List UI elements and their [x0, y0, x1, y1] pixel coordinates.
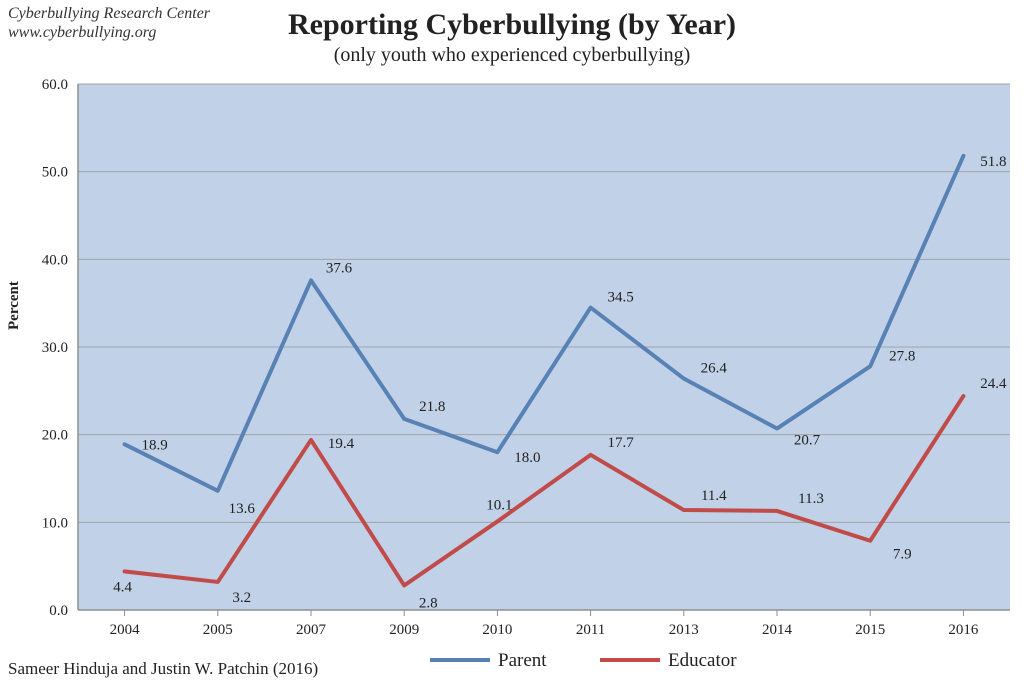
y-tick-label: 10.0: [42, 515, 68, 531]
x-tick-label: 2011: [576, 622, 605, 638]
data-label: 11.4: [701, 488, 727, 504]
x-tick-label: 2010: [482, 622, 512, 638]
x-tick-label: 2005: [203, 622, 233, 638]
data-label: 11.3: [798, 491, 824, 507]
data-label: 13.6: [229, 501, 256, 517]
data-label: 3.2: [232, 590, 251, 606]
y-tick-label: 50.0: [42, 165, 68, 181]
x-tick-label: 2014: [762, 622, 793, 638]
x-tick-label: 2016: [948, 622, 979, 638]
y-axis-label: Percent: [6, 281, 23, 330]
y-tick-label: 20.0: [42, 428, 68, 444]
legend-label-parent: Parent: [498, 650, 547, 671]
data-label: 7.9: [893, 547, 912, 563]
data-label: 19.4: [328, 436, 355, 452]
data-label: 21.8: [419, 399, 445, 415]
x-tick-label: 2009: [389, 622, 419, 638]
x-tick-label: 2004: [110, 622, 141, 638]
legend-label-educator: Educator: [668, 650, 737, 671]
y-tick-label: 30.0: [42, 340, 68, 356]
data-label: 18.0: [514, 450, 540, 466]
data-label: 34.5: [607, 290, 633, 306]
data-label: 37.6: [326, 260, 353, 276]
x-tick-label: 2013: [669, 622, 699, 638]
chart-container: Cyberbullying Research Center www.cyberb…: [0, 0, 1024, 685]
y-tick-label: 60.0: [42, 77, 68, 93]
data-label: 4.4: [113, 579, 132, 595]
data-label: 20.7: [794, 433, 821, 449]
data-label: 51.8: [980, 154, 1006, 170]
x-tick-label: 2015: [855, 622, 885, 638]
data-label: 24.4: [980, 376, 1007, 392]
data-label: 2.8: [419, 595, 438, 611]
data-label: 26.4: [701, 361, 728, 377]
x-tick-label: 2007: [296, 622, 327, 638]
chart-subtitle: (only youth who experienced cyberbullyin…: [0, 44, 1024, 67]
data-label: 27.8: [889, 348, 915, 364]
title-block: Reporting Cyberbullying (by Year) (only …: [0, 8, 1024, 67]
y-tick-label: 0.0: [49, 603, 68, 619]
credit-line: Sameer Hinduja and Justin W. Patchin (20…: [8, 659, 318, 679]
data-label: 17.7: [607, 435, 634, 451]
chart-title: Reporting Cyberbullying (by Year): [0, 8, 1024, 42]
y-tick-label: 40.0: [42, 252, 68, 268]
data-label: 10.1: [486, 497, 512, 513]
chart-svg: 0.0 10.0 20.0 30.0 40.0 50.0 60.0 2004 2005 2007 2…: [0, 0, 1024, 685]
data-label: 18.9: [141, 437, 167, 453]
